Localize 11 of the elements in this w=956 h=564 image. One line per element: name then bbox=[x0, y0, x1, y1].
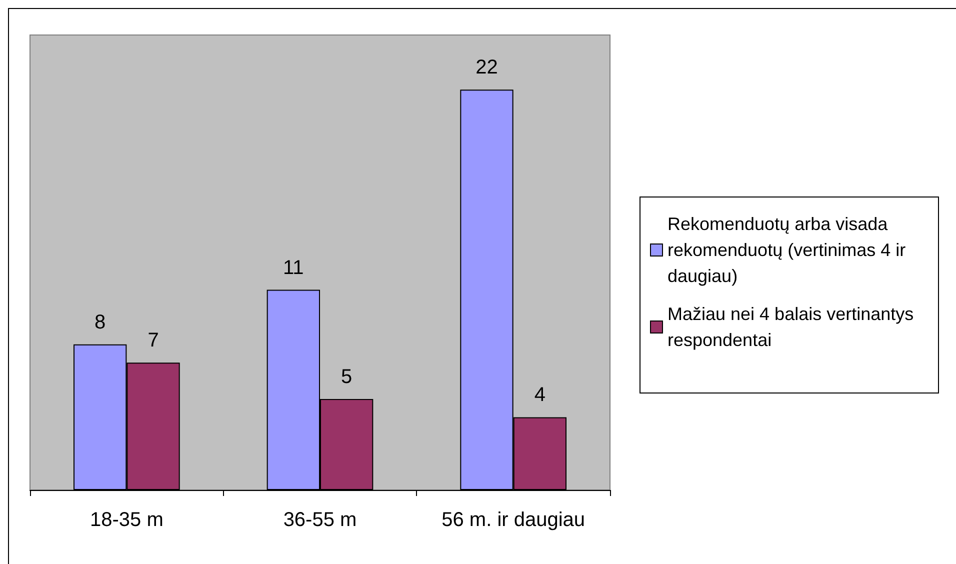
x-tick-label: 36-55 m bbox=[283, 509, 357, 531]
data-label: 7 bbox=[148, 330, 159, 352]
data-label: 4 bbox=[534, 384, 546, 406]
data-label: 11 bbox=[283, 256, 304, 279]
data-label: 22 bbox=[476, 56, 498, 79]
x-tick-label: 56 m. ir daugiau bbox=[442, 509, 586, 531]
legend-label: Mažiau nei 4 balais vertinantys respondentai bbox=[668, 304, 919, 350]
data-label: 8 bbox=[94, 311, 106, 334]
data-label: 5 bbox=[341, 366, 352, 388]
legend-label: Rekomenduotų arba visada rekomenduotų (vertinimas 4 ir daugiau) bbox=[668, 214, 911, 286]
x-tick-label: 18-35 m bbox=[90, 509, 164, 531]
